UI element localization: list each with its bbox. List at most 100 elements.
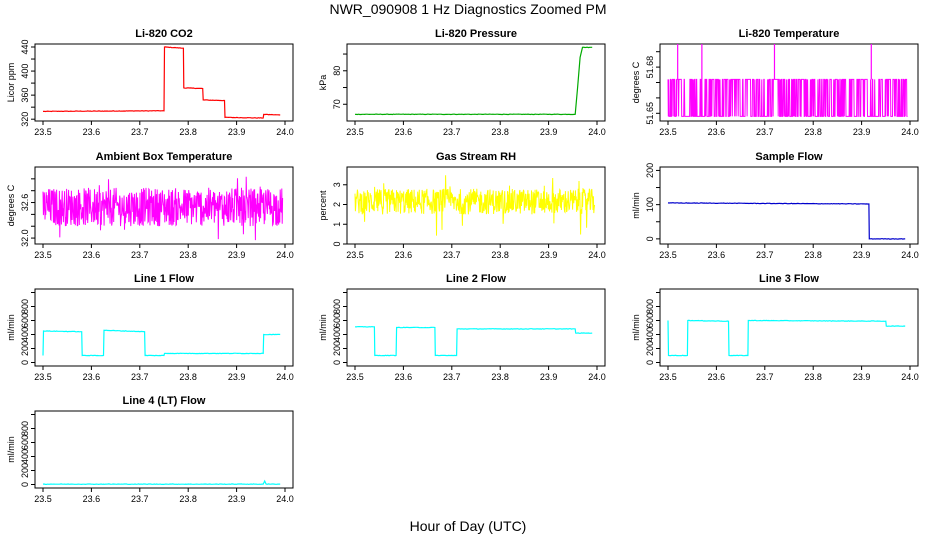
plot-frame <box>346 166 606 245</box>
x-tick-label: 23.7 <box>756 372 774 382</box>
plot-frame <box>34 166 294 245</box>
plot-frame <box>659 166 919 245</box>
x-tick-label: 23.5 <box>34 494 52 504</box>
series-line <box>354 175 596 236</box>
figure-xlabel: Hour of Day (UTC) <box>410 518 527 534</box>
x-tick-label: 23.9 <box>853 250 871 260</box>
x-tick-label: 23.6 <box>708 250 726 260</box>
series-line <box>42 479 281 486</box>
y-tick-label: 200 <box>645 341 655 356</box>
x-tick-label: 23.7 <box>443 127 461 137</box>
y-tick-label: 200 <box>332 341 342 356</box>
x-tick-label: 23.8 <box>491 127 509 137</box>
series-line <box>667 78 908 117</box>
x-tick-label: 23.9 <box>228 372 246 382</box>
y-axis-label: kPa <box>318 75 328 91</box>
figure-title: NWR_090908 1 Hz Diagnostics Zoomed PM <box>329 1 606 17</box>
panel-title: Ambient Box Temperature <box>96 151 233 163</box>
x-tick-label: 23.7 <box>443 250 461 260</box>
y-tick-label: 51.68 <box>645 56 655 79</box>
x-tick-label: 23.5 <box>346 372 364 382</box>
series-line <box>667 202 906 240</box>
panel-title: Line 4 (LT) Flow <box>123 395 206 407</box>
y-axis-label: degrees C <box>6 184 16 226</box>
x-tick-label: 23.5 <box>659 372 677 382</box>
x-tick-label: 23.6 <box>395 372 413 382</box>
x-tick-label: 23.5 <box>346 127 364 137</box>
x-tick-label: 23.9 <box>228 250 246 260</box>
x-tick-label: 23.5 <box>659 127 677 137</box>
x-tick-label: 23.9 <box>228 494 246 504</box>
panel-3: Li-820 Temperature 23.5 23.6 23.7 23.8 23.9 24… <box>631 28 919 137</box>
y-tick-label: 0 <box>645 360 655 365</box>
panel-9: Line 3 Flow 23.5 23.6 23.7 23.8 23.9 24.0 0 2004… <box>631 273 919 382</box>
x-tick-label: 23.5 <box>34 372 52 382</box>
y-tick-label: 400 <box>332 327 342 342</box>
panel-title: Gas Stream RH <box>436 151 516 163</box>
panel-2: Li-820 Pressure 23.5 23.6 23.7 23.8 23.9 24.0 7… <box>318 28 606 137</box>
x-tick-label: 23.5 <box>659 250 677 260</box>
x-tick-label: 23.8 <box>179 494 197 504</box>
panel-title: Line 2 Flow <box>446 273 506 285</box>
x-tick-label: 23.7 <box>756 127 774 137</box>
x-tick-label: 24.0 <box>276 494 294 504</box>
x-tick-label: 23.7 <box>131 372 149 382</box>
x-tick-label: 23.9 <box>853 372 871 382</box>
x-tick-label: 23.6 <box>83 250 101 260</box>
y-axis-label: ml/min <box>631 192 641 219</box>
x-tick-label: 23.9 <box>853 127 871 137</box>
x-tick-label: 23.7 <box>131 127 149 137</box>
y-tick-label: 1 <box>332 222 342 227</box>
y-tick-label: 100 <box>645 197 655 212</box>
panel-title: Line 3 Flow <box>759 273 819 285</box>
y-tick-label: 400 <box>20 64 30 79</box>
x-tick-label: 24.0 <box>276 372 294 382</box>
y-tick-label: 80 <box>332 66 342 76</box>
plot-frame <box>346 43 606 122</box>
panel-1: Li-820 CO2 23.5 23.6 23.7 23.8 23.9 24.0 320 360… <box>6 28 294 137</box>
panel-title: Li-820 CO2 <box>135 28 192 40</box>
panel-title: Line 1 Flow <box>134 273 194 285</box>
series-line <box>354 46 593 116</box>
x-tick-label: 23.7 <box>443 372 461 382</box>
y-tick-label: 200 <box>20 463 30 478</box>
y-tick-label: 600 <box>645 313 655 328</box>
y-tick-label: 400 <box>645 327 655 342</box>
panel-title: Sample Flow <box>755 151 823 163</box>
x-tick-label: 24.0 <box>588 372 606 382</box>
y-axis-label: ml/min <box>318 314 328 341</box>
y-axis-label: ml/min <box>631 314 641 341</box>
y-tick-label: 440 <box>20 39 30 54</box>
x-tick-label: 23.8 <box>179 372 197 382</box>
plot-frame <box>659 288 919 367</box>
plot-frame <box>346 288 606 367</box>
series-line <box>667 319 906 357</box>
x-tick-label: 23.7 <box>756 250 774 260</box>
y-tick-label: 3 <box>332 182 342 187</box>
y-axis-label: ml/min <box>6 314 16 341</box>
y-tick-label: 600 <box>20 435 30 450</box>
panel-title: Li-820 Temperature <box>739 28 840 40</box>
y-tick-label: 0 <box>20 360 30 365</box>
y-tick-label: 200 <box>20 341 30 356</box>
y-tick-label: 360 <box>20 88 30 103</box>
x-tick-label: 23.7 <box>131 250 149 260</box>
y-tick-label: 200 <box>645 163 655 178</box>
y-tick-label: 320 <box>20 112 30 127</box>
x-tick-label: 23.5 <box>34 127 52 137</box>
y-tick-label: 600 <box>332 313 342 328</box>
x-tick-label: 23.9 <box>540 372 558 382</box>
y-tick-label: 70 <box>332 99 342 109</box>
y-tick-label: 800 <box>645 299 655 314</box>
plot-frame <box>34 410 294 489</box>
panel-4: Ambient Box Temperature 23.5 23.6 23.7 23.8 2… <box>6 151 294 260</box>
y-tick-label: 400 <box>20 449 30 464</box>
x-tick-label: 24.0 <box>588 127 606 137</box>
y-tick-label: 800 <box>20 299 30 314</box>
x-tick-label: 23.5 <box>346 250 364 260</box>
y-tick-label: 800 <box>20 421 30 436</box>
plot-frame <box>34 43 294 122</box>
panel-8: Line 2 Flow 23.5 23.6 23.7 23.8 23.9 24.0 0 2004… <box>318 273 606 382</box>
